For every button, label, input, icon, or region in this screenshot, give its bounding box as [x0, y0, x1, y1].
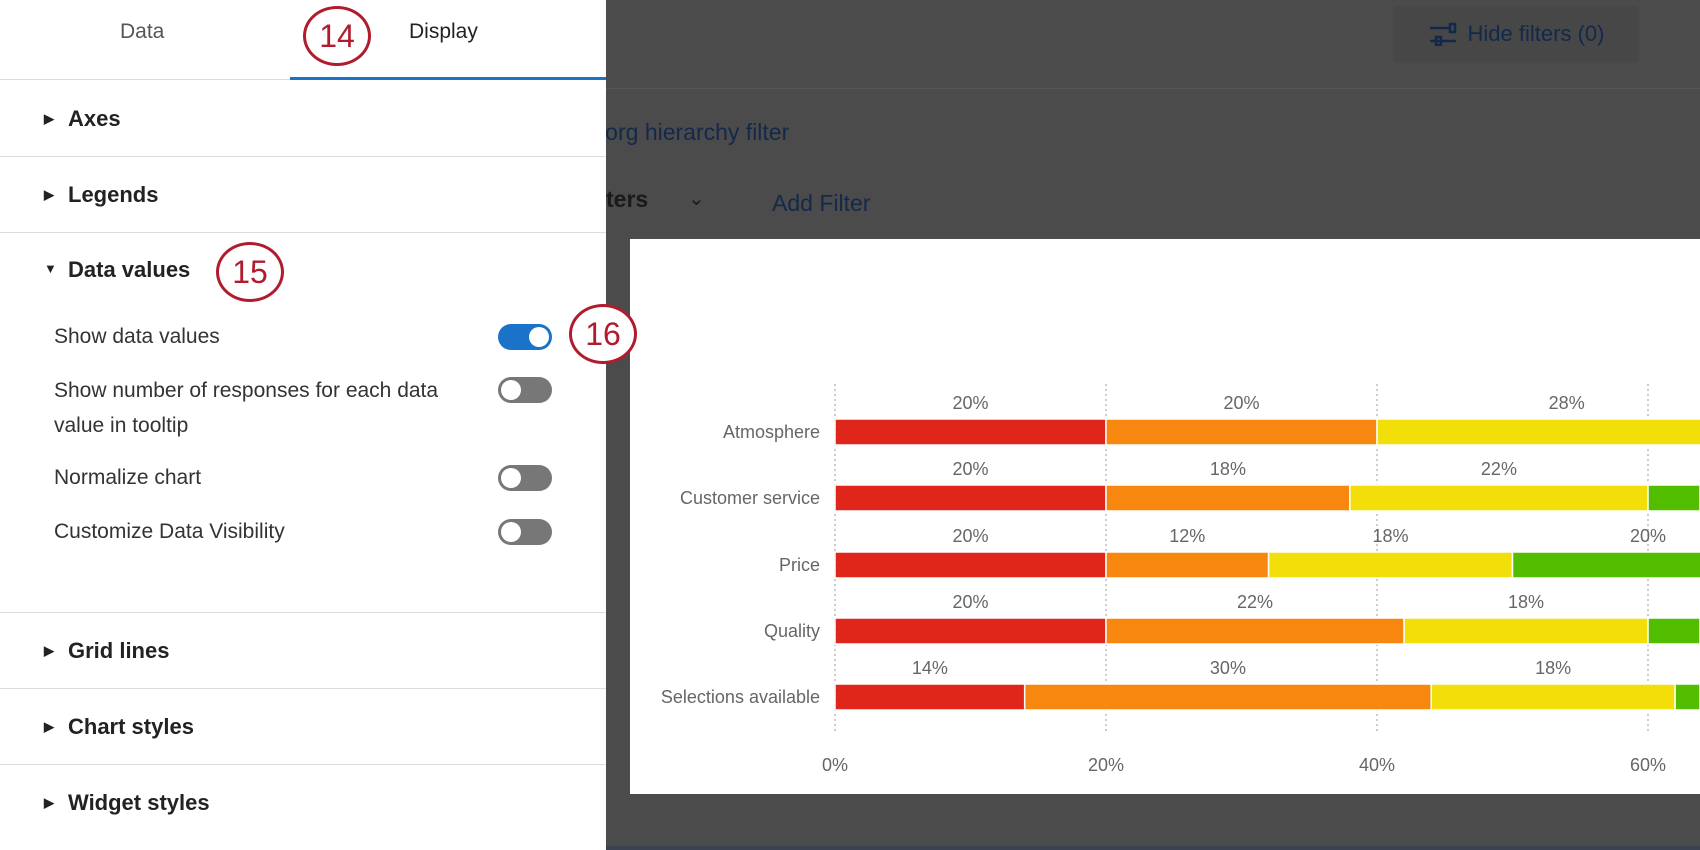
caret-right-icon: ▶: [44, 110, 54, 126]
caret-right-icon: ▶: [44, 186, 54, 202]
stacked-bar-chart: 0% 20% 40% 60% Atmosphere 20% 20% 28% Customer s…: [661, 384, 1700, 775]
settings-sidebar: Data Display ▶ Axes ▶ Legends ▼ Data values…: [0, 0, 606, 850]
caret-down-icon: ▼: [44, 261, 57, 276]
bar-segment: [1349, 484, 1649, 512]
bar-segment: [1430, 683, 1676, 711]
x-tick-label: 60%: [1630, 755, 1666, 775]
data-label: 18%: [1373, 526, 1409, 546]
hide-filters-button[interactable]: Hide filters (0): [1393, 6, 1639, 62]
bottom-bar: [606, 846, 1700, 850]
data-label: 14%: [912, 658, 948, 678]
bar-segment: [1105, 551, 1270, 579]
data-label: 18%: [1535, 658, 1571, 678]
divider: [606, 88, 1700, 89]
hide-filters-label: Hide filters (0): [1467, 21, 1605, 46]
data-label: 28%: [1549, 393, 1585, 413]
bar-segment: [1511, 551, 1700, 579]
sliders-icon: [1429, 22, 1456, 46]
bar-segment: [1647, 617, 1700, 645]
filters-dropdown-label[interactable]: ters: [606, 186, 649, 212]
data-label: 30%: [1210, 658, 1246, 678]
bar-segment: [1376, 418, 1700, 446]
x-tick-label: 40%: [1359, 755, 1395, 775]
section-label: Widget styles: [68, 790, 210, 815]
data-label: 20%: [1630, 526, 1666, 546]
toggle-customize-visibility[interactable]: [498, 519, 552, 545]
section-label: Axes: [68, 105, 121, 131]
category-label: Atmosphere: [723, 422, 820, 442]
data-label: 18%: [1508, 592, 1544, 612]
data-label: 22%: [1237, 592, 1273, 612]
data-label: 12%: [1169, 526, 1205, 546]
option-show-data-values: Show data values: [54, 325, 220, 348]
bar-segment: [1647, 484, 1700, 512]
annotation-badge-14: 14: [303, 6, 371, 66]
toggle-show-responses[interactable]: [498, 377, 552, 403]
x-tick-label: 0%: [822, 755, 848, 775]
option-show-responses: Show number of responses for each data v…: [54, 379, 439, 437]
toggle-show-data-values[interactable]: [498, 324, 552, 350]
annotation-badge-15: 15: [216, 242, 284, 302]
section-grid-lines[interactable]: ▶ Grid lines: [0, 613, 606, 689]
bar-segment: [834, 617, 1107, 645]
section-label: Chart styles: [68, 713, 194, 739]
option-normalize-chart: Normalize chart: [54, 466, 202, 489]
section-data-values[interactable]: ▼ Data values: [0, 233, 606, 613]
add-filter-link[interactable]: Add Filter: [772, 190, 871, 216]
toggle-normalize-chart[interactable]: [498, 465, 552, 491]
section-chart-styles[interactable]: ▶ Chart styles: [0, 689, 606, 765]
data-label: 20%: [952, 393, 988, 413]
bar-segment: [834, 683, 1026, 711]
active-tab-indicator: [290, 77, 606, 80]
bar-segment: [1023, 683, 1432, 711]
section-legends[interactable]: ▶ Legends: [0, 157, 606, 233]
category-label: Selections available: [661, 687, 820, 707]
data-label: 20%: [952, 592, 988, 612]
section-widget-styles[interactable]: ▶ Widget styles: [0, 765, 606, 841]
org-hierarchy-filter-link[interactable]: n org hierarchy filter: [586, 119, 790, 145]
tab-display[interactable]: Display: [409, 20, 478, 43]
bar-segment: [834, 418, 1107, 446]
chevron-down-icon[interactable]: ⌄: [688, 188, 705, 210]
bar-segment: [1105, 484, 1351, 512]
x-tick-label: 20%: [1088, 755, 1124, 775]
bar-segment: [1267, 551, 1514, 579]
section-axes[interactable]: ▶ Axes: [0, 81, 606, 157]
data-label: 20%: [952, 459, 988, 479]
bar-segment: [1105, 617, 1405, 645]
caret-right-icon: ▶: [44, 795, 54, 810]
section-label: Data values: [68, 257, 191, 282]
tab-data[interactable]: Data: [120, 20, 165, 43]
data-label: 22%: [1481, 459, 1517, 479]
caret-right-icon: ▶: [44, 642, 54, 658]
category-label: Quality: [764, 621, 820, 641]
bar-segment: [834, 551, 1107, 579]
data-label: 20%: [1223, 393, 1259, 413]
bar-segment: [1105, 418, 1378, 446]
caret-right-icon: ▶: [44, 718, 54, 734]
data-label: 20%: [952, 526, 988, 546]
chart-widget: 0% 20% 40% 60% Atmosphere 20% 20% 28% Customer s…: [630, 239, 1700, 794]
section-label: Legends: [68, 181, 159, 207]
data-label: 18%: [1210, 459, 1246, 479]
bar-segment: [1403, 617, 1649, 645]
category-label: Customer service: [680, 488, 820, 508]
bar-segment: [834, 484, 1107, 512]
category-label: Price: [779, 555, 820, 575]
annotation-badge-16: 16: [569, 304, 637, 364]
option-customize-visibility: Customize Data Visibility: [54, 520, 285, 543]
bar-segment: [1674, 683, 1700, 711]
section-label: Grid lines: [68, 637, 170, 663]
